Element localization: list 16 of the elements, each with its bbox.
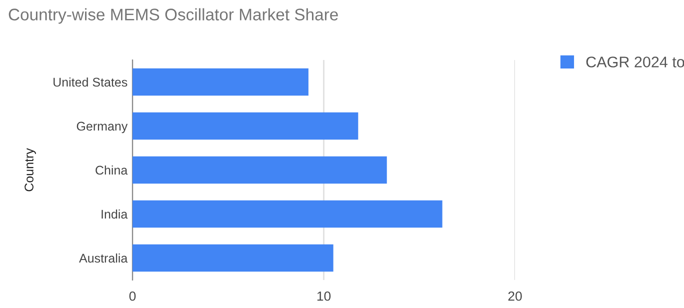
y-tick-label: Germany [76, 122, 128, 134]
bar [132, 112, 358, 140]
x-tick-label: 10 [317, 291, 331, 301]
y-tick-label: China [96, 165, 128, 175]
y-axis-title: Country [24, 148, 36, 192]
bar [132, 244, 334, 272]
legend-label: CAGR 2024 to [586, 56, 684, 68]
y-tick-label: Australia [79, 253, 128, 263]
x-tick-label: 20 [508, 291, 522, 301]
chart-title: Country-wise MEMS Oscillator Market Share [8, 8, 338, 24]
y-tick-label: United States [54, 77, 128, 87]
bar [132, 200, 442, 228]
bar [132, 68, 308, 96]
x-tick-label: 0 [129, 291, 136, 301]
y-tick-label: India [102, 209, 128, 219]
bar [132, 156, 387, 184]
